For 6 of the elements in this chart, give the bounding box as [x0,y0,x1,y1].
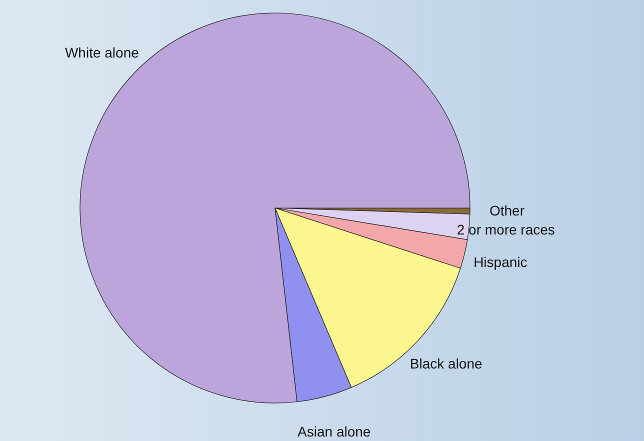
slice-label: Other [489,202,525,219]
slice-label: 2 or more races [456,222,555,238]
slice-label: Black alone [410,356,482,372]
slice-label: Hispanic [474,254,528,270]
slice-label: Asian alone [298,423,371,440]
slice-label: White alone [64,44,140,60]
